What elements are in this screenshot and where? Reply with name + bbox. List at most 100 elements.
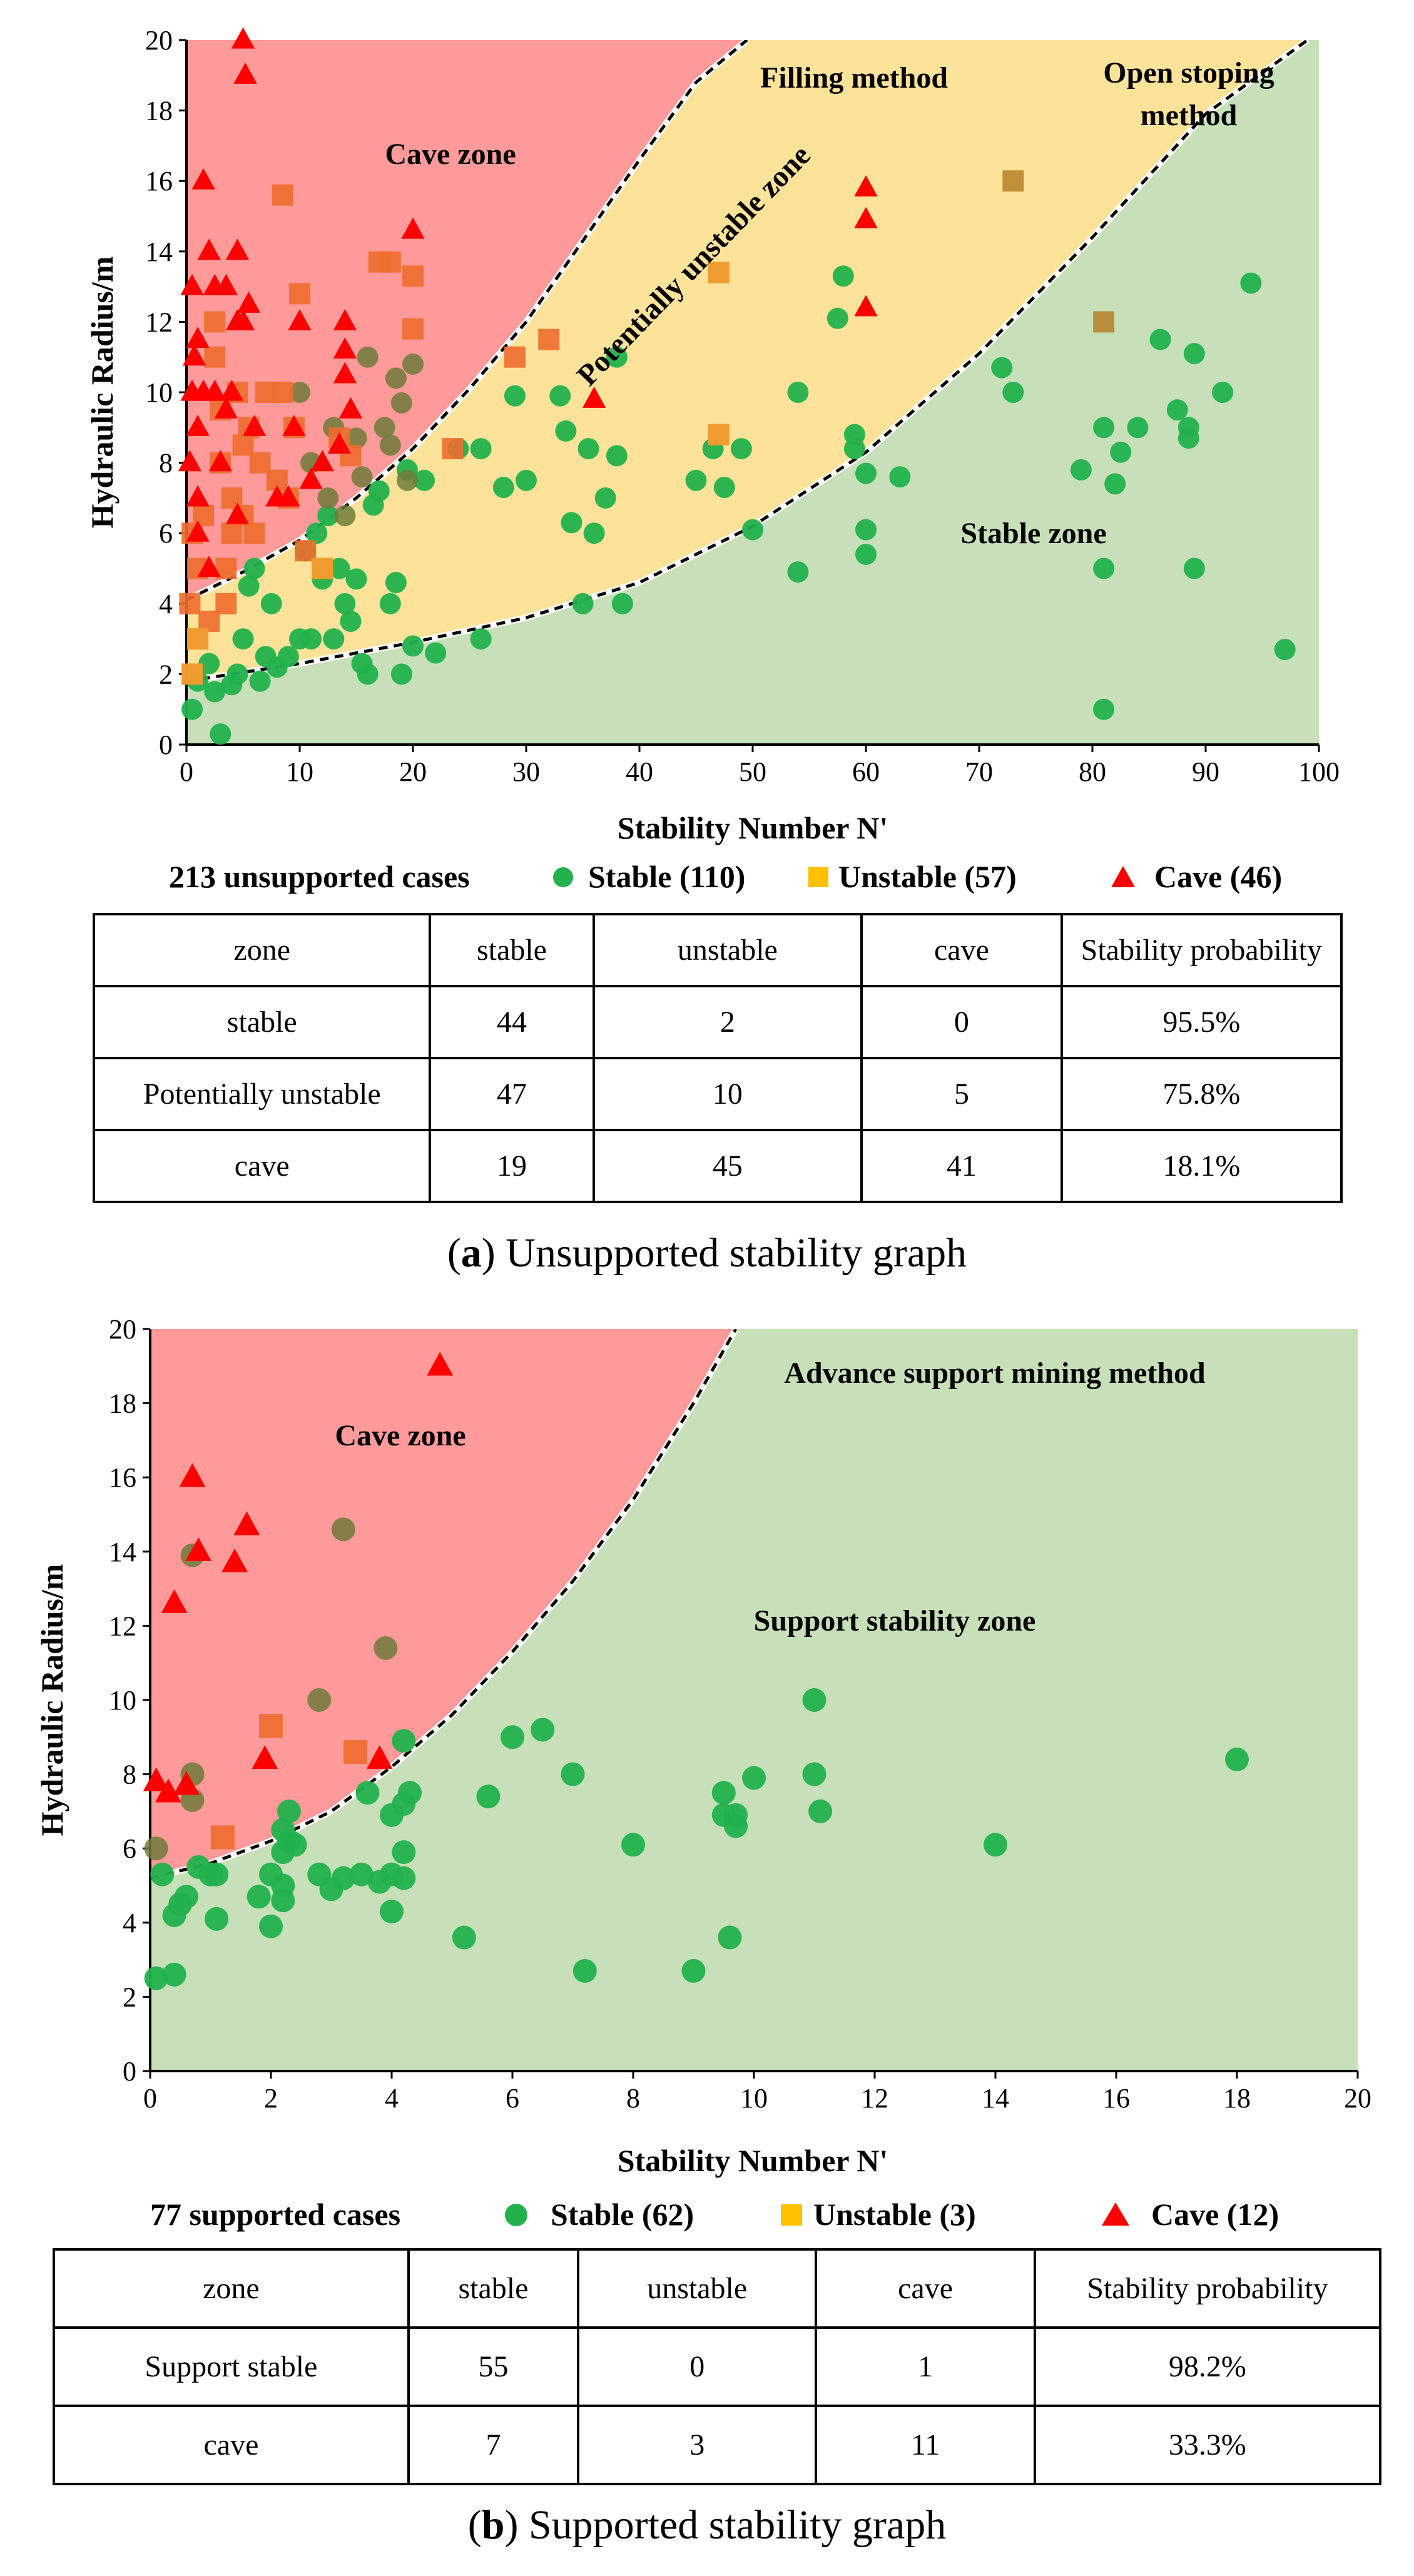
point-olive bbox=[402, 353, 424, 375]
point-stable bbox=[606, 445, 628, 467]
point-olive bbox=[374, 1636, 398, 1660]
table-header-cell: cave bbox=[815, 2248, 1036, 2329]
point-cave bbox=[214, 397, 238, 419]
point-olive bbox=[289, 382, 310, 403]
point-cave bbox=[338, 397, 363, 419]
point-cave bbox=[197, 238, 221, 260]
filling-method-label: Filling method bbox=[760, 61, 948, 94]
cave-zone-label: Cave zone bbox=[385, 138, 516, 171]
table-cell: Potentially unstable bbox=[92, 1057, 432, 1131]
point-cave bbox=[333, 309, 357, 330]
table-cell: 98.2% bbox=[1033, 2326, 1382, 2407]
point-cave bbox=[299, 467, 323, 489]
table-row: Potentially unstable 47 10 5 75.8% bbox=[92, 1057, 1343, 1131]
point-unstable bbox=[215, 593, 237, 614]
point-stable bbox=[277, 646, 299, 668]
point-olive bbox=[334, 505, 356, 527]
point-stable bbox=[379, 593, 401, 614]
table-cell: stable bbox=[92, 985, 432, 1059]
point-stable bbox=[380, 1900, 404, 1924]
open-stoping-label-line1: Open stoping bbox=[1103, 56, 1274, 89]
x-axis-title: Stability Number N' bbox=[618, 2143, 888, 2178]
point-stable bbox=[713, 477, 735, 499]
point-cave bbox=[310, 450, 334, 472]
point-stable bbox=[1093, 417, 1115, 439]
y-axis-title: Hydraulic Radius/m bbox=[34, 1564, 69, 1836]
point-stable bbox=[392, 1729, 416, 1753]
point-cave bbox=[333, 362, 357, 384]
point-stable bbox=[210, 723, 231, 745]
legend-cave-label: Cave (46) bbox=[1154, 859, 1282, 894]
point-cave bbox=[186, 327, 210, 349]
x-tick-label: 60 bbox=[852, 756, 880, 787]
x-tick-label: 4 bbox=[385, 2083, 399, 2114]
point-cave bbox=[854, 175, 878, 197]
y-tick-label: 20 bbox=[109, 1314, 136, 1345]
point-unstable bbox=[289, 283, 310, 305]
point-stable bbox=[271, 1873, 295, 1898]
point-cave bbox=[173, 1771, 200, 1795]
table-header-cell: zone bbox=[53, 2248, 410, 2329]
point-stable bbox=[594, 487, 616, 509]
point-cave bbox=[277, 485, 300, 507]
point-stable bbox=[174, 1885, 198, 1909]
zone-labels: Cave zone Advance support mining method … bbox=[335, 1357, 1206, 1637]
point-stable bbox=[452, 1925, 476, 1950]
point-unstable bbox=[204, 311, 226, 333]
point-cave bbox=[191, 168, 215, 190]
point-cave bbox=[203, 379, 226, 401]
point-unstable bbox=[379, 251, 401, 273]
point-stable bbox=[349, 1862, 374, 1886]
point-unstable bbox=[272, 382, 293, 403]
legend-cave-marker bbox=[1102, 2202, 1129, 2226]
point-stable bbox=[470, 438, 492, 460]
point-brown bbox=[1002, 170, 1024, 192]
point-stable bbox=[1104, 473, 1126, 495]
point-olive bbox=[351, 466, 373, 488]
point-stable bbox=[368, 480, 390, 502]
point-cave bbox=[225, 502, 250, 524]
point-cave bbox=[854, 295, 878, 317]
legend-unstable-marker bbox=[781, 2204, 802, 2226]
table-supported: zone stable unstable cave Stability probabil… bbox=[53, 2248, 1382, 2485]
point-stable bbox=[425, 642, 447, 664]
y-tick-label: 2 bbox=[159, 659, 173, 690]
point-olive bbox=[331, 1517, 355, 1542]
point-stable bbox=[1240, 272, 1262, 294]
table-header-cell: stable bbox=[429, 913, 595, 987]
axes-layer: 0 10 20 30 40 50 60 70 80 90 100 0 2 4 6 8 10 12 14 16 18 20 bbox=[145, 25, 1340, 787]
stable-zone-label: Stable zone bbox=[960, 517, 1106, 550]
zones-layer bbox=[186, 40, 1319, 745]
y-tick-label: 12 bbox=[145, 307, 173, 337]
point-olive bbox=[374, 417, 395, 439]
caption-b-text: Supported stability graph bbox=[518, 2502, 947, 2548]
point-stable bbox=[549, 385, 571, 407]
point-unstable bbox=[402, 318, 424, 340]
point-stable bbox=[323, 628, 345, 650]
point-cave bbox=[208, 450, 232, 472]
point-stable bbox=[232, 628, 254, 650]
point-stable bbox=[802, 1762, 827, 1786]
point-stable bbox=[277, 1799, 301, 1823]
x-tick-label: 0 bbox=[180, 756, 193, 787]
point-stable bbox=[621, 1833, 645, 1857]
point-stable bbox=[390, 663, 412, 685]
point-stable bbox=[317, 505, 339, 527]
table-cell: 33.3% bbox=[1033, 2405, 1382, 2485]
point-stable bbox=[855, 519, 877, 541]
table-cell: 19 bbox=[429, 1129, 595, 1203]
point-stable bbox=[516, 469, 537, 491]
legend-unstable-marker bbox=[808, 867, 828, 887]
point-cave bbox=[221, 1548, 248, 1572]
table-header-cell: cave bbox=[860, 913, 1063, 987]
point-stable bbox=[283, 1833, 307, 1857]
point-stable bbox=[198, 653, 220, 675]
legend-prefix: 213 unsupported cases bbox=[169, 859, 470, 894]
point-unstable bbox=[402, 265, 424, 287]
point-cave bbox=[252, 1745, 278, 1769]
point-stable bbox=[402, 635, 424, 657]
y-tick-label: 12 bbox=[109, 1611, 136, 1641]
cave-zone-area bbox=[150, 1329, 736, 1878]
point-cave bbox=[401, 217, 425, 239]
point-cave bbox=[186, 414, 210, 436]
